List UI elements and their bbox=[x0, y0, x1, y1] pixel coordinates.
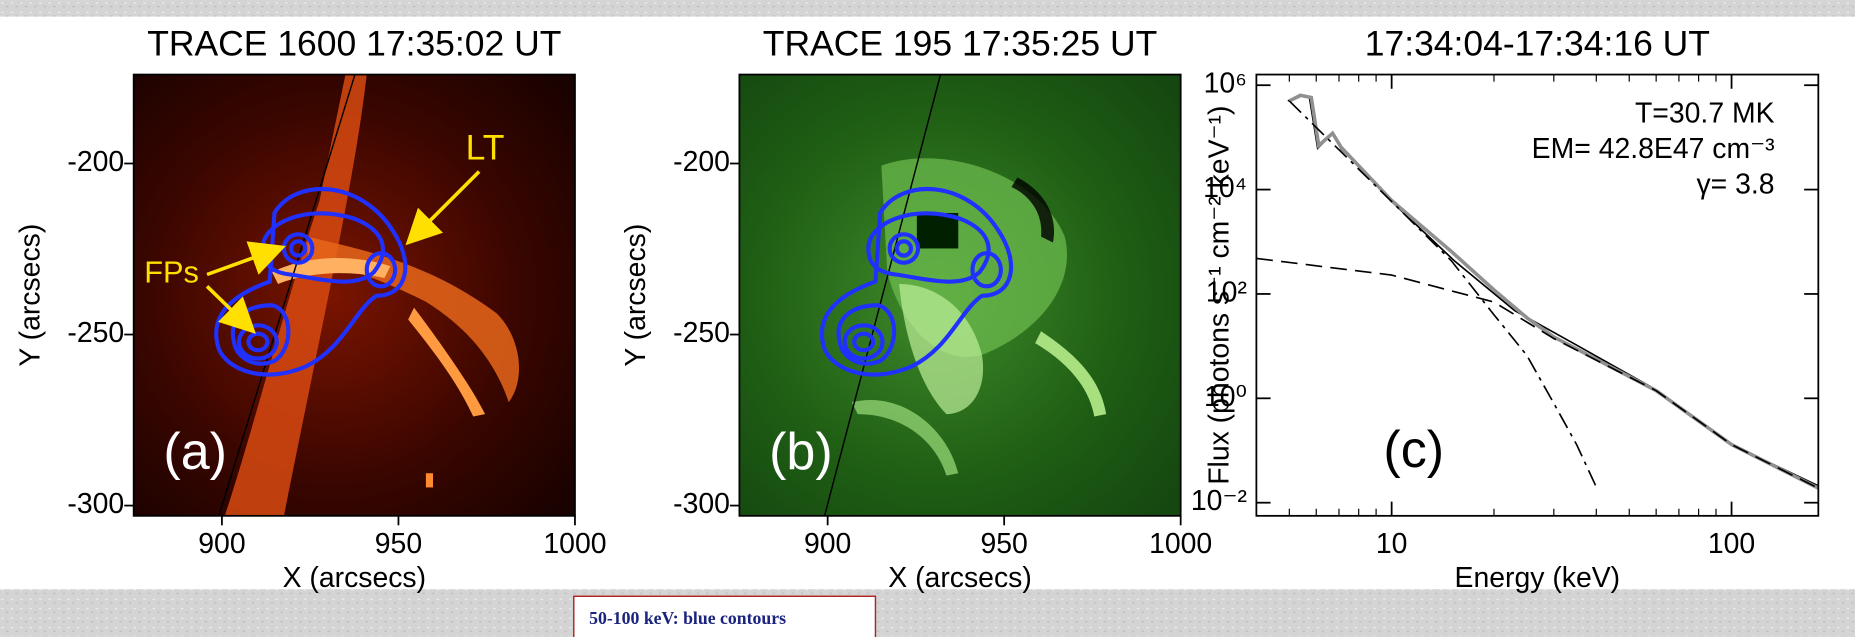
x-axis-label: Energy (keV) bbox=[1455, 562, 1621, 594]
annotation: (c) bbox=[1383, 421, 1444, 479]
caption: 50-100 keV: blue contours bbox=[589, 608, 786, 628]
plot-frame bbox=[1255, 73, 1820, 517]
annotation: LT bbox=[466, 128, 505, 168]
x-tick-label: 900 bbox=[804, 528, 851, 560]
y-tick-label: -250 bbox=[673, 317, 730, 349]
y-axis-label: Y (arcsecs) bbox=[620, 224, 652, 367]
caption-box bbox=[573, 595, 877, 637]
image-content-a bbox=[205, 74, 520, 517]
y-tick-label: -300 bbox=[67, 488, 124, 520]
y-tick-label: -250 bbox=[67, 317, 124, 349]
x-tick-label: 950 bbox=[980, 528, 1027, 560]
x-tick-label: 1000 bbox=[1149, 528, 1212, 560]
y-tick-label: -200 bbox=[673, 146, 730, 178]
x-axis-label: X (arcsecs) bbox=[283, 562, 426, 594]
y-axis-label: Flux (photons s⁻¹ cm⁻² keV⁻¹) bbox=[1203, 106, 1235, 485]
x-tick-label: 1000 bbox=[543, 528, 606, 560]
x-tick-label: 900 bbox=[198, 528, 245, 560]
annotation: (b) bbox=[769, 423, 833, 481]
panel-title: TRACE 195 17:35:25 UT bbox=[763, 24, 1157, 64]
annotation: EM= 42.8E47 cm⁻³ bbox=[1532, 133, 1775, 165]
spectrum-line bbox=[1288, 100, 1598, 488]
y-tick-label: 10⁴ bbox=[1203, 172, 1247, 204]
x-axis-label: X (arcsecs) bbox=[888, 562, 1031, 594]
y-tick-label: 10² bbox=[1206, 276, 1247, 308]
annotation: γ= 3.8 bbox=[1696, 168, 1774, 200]
annotation: (a) bbox=[163, 423, 227, 481]
annotation: T=30.7 MK bbox=[1635, 97, 1775, 129]
y-tick-label: 10⁶ bbox=[1204, 68, 1247, 100]
top-band bbox=[0, 0, 1855, 17]
panel-title: 17:34:04-17:34:16 UT bbox=[1365, 24, 1710, 64]
y-tick-label: -300 bbox=[673, 488, 730, 520]
y-tick-label: 10⁻² bbox=[1191, 485, 1247, 517]
plot-frame bbox=[132, 73, 576, 517]
y-tick-label: 10⁰ bbox=[1204, 381, 1247, 413]
y-axis-label: Y (arcsecs) bbox=[14, 224, 46, 367]
x-tick-label: 950 bbox=[375, 528, 422, 560]
panel-title: TRACE 1600 17:35:02 UT bbox=[147, 24, 561, 64]
x-tick-label: 100 bbox=[1708, 528, 1755, 560]
annotation: FPs bbox=[144, 255, 199, 290]
bottom-band bbox=[0, 589, 1855, 637]
y-tick-label: -200 bbox=[67, 146, 124, 178]
emission bbox=[218, 74, 520, 517]
spectrum-line bbox=[1256, 257, 1819, 489]
x-tick-label: 10 bbox=[1376, 528, 1408, 560]
image-content-b bbox=[822, 74, 1107, 517]
plot-frame bbox=[738, 73, 1182, 517]
